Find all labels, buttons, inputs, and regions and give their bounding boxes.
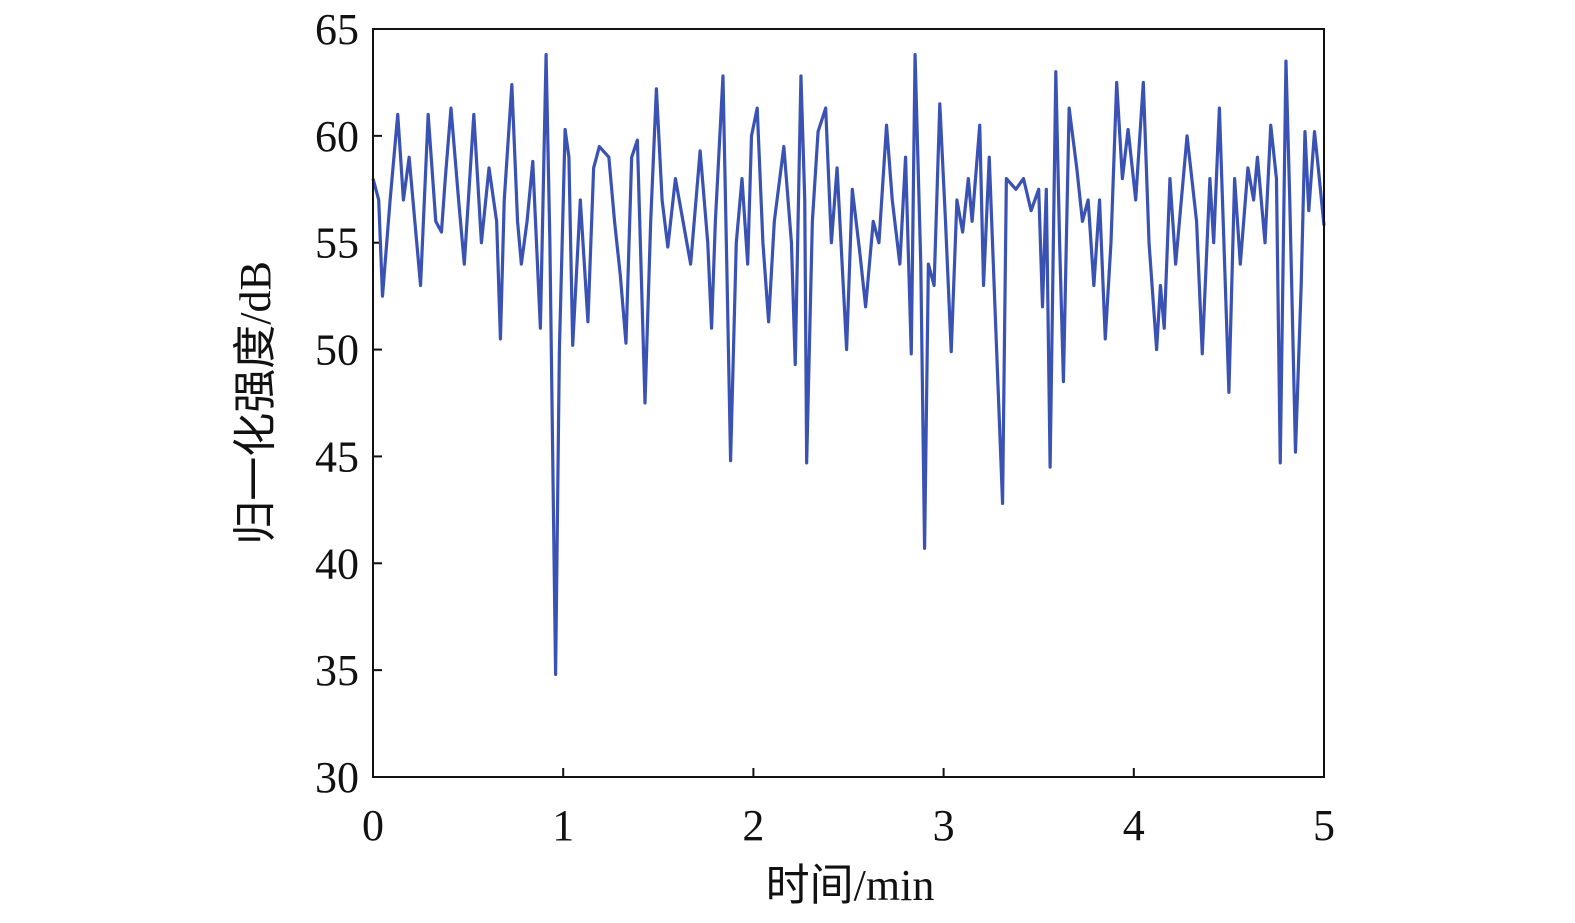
- x-tick-label: 1: [552, 801, 574, 850]
- x-tick-label: 5: [1313, 801, 1335, 850]
- x-axis-label: 时间/min: [766, 861, 935, 910]
- y-tick-label: 35: [315, 646, 359, 695]
- y-tick-label: 45: [315, 432, 359, 481]
- plot-frame: [372, 28, 1325, 778]
- y-tick-label: 30: [315, 753, 359, 802]
- y-axis-label: 归一化强度/dB: [231, 261, 280, 545]
- y-tick-label: 55: [315, 219, 359, 268]
- y-tick-label: 50: [315, 326, 359, 375]
- x-tick-label: 4: [1123, 801, 1145, 850]
- y-tick-label: 60: [315, 112, 359, 161]
- x-tick-label: 0: [362, 801, 384, 850]
- x-tick-label: 2: [742, 801, 764, 850]
- x-tick-label: 3: [933, 801, 955, 850]
- data-line: [371, 53, 1326, 677]
- y-tick-label: 40: [315, 539, 359, 588]
- y-tick-label: 65: [315, 5, 359, 54]
